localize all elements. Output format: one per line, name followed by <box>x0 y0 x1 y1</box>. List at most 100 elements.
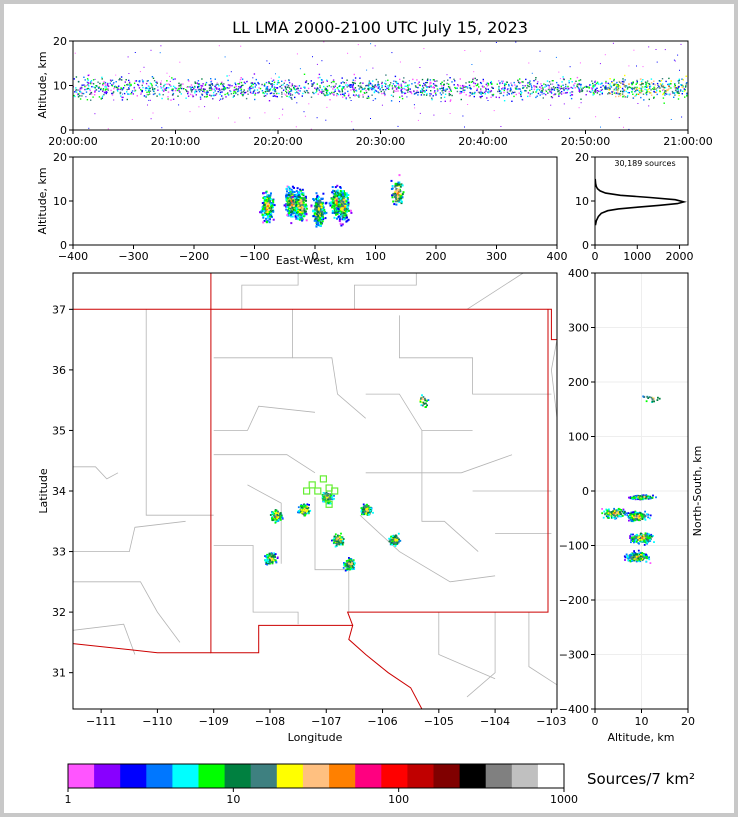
source-point <box>366 504 369 507</box>
source-point <box>331 206 333 209</box>
source-point <box>315 192 318 195</box>
source-point <box>305 207 308 210</box>
source-point <box>459 85 462 87</box>
source-point <box>185 89 187 91</box>
source-point <box>501 88 503 90</box>
source-point <box>377 87 379 89</box>
source-point <box>322 93 325 95</box>
source-point <box>652 83 655 85</box>
source-point <box>219 93 221 95</box>
source-point <box>406 89 408 91</box>
source-point <box>337 534 339 537</box>
source-point <box>273 514 276 517</box>
source-point <box>498 88 500 91</box>
source-point <box>321 79 323 81</box>
source-point <box>315 205 318 208</box>
source-point <box>367 86 370 88</box>
source-point <box>366 513 369 516</box>
source-point <box>325 91 328 94</box>
source-point <box>444 100 446 102</box>
source-point <box>206 90 208 92</box>
source-point <box>310 128 312 130</box>
county-line <box>213 405 316 431</box>
source-point <box>315 91 317 94</box>
source-point <box>444 93 447 95</box>
source-point <box>297 87 299 89</box>
source-point <box>336 87 339 89</box>
source-point <box>363 506 366 509</box>
source-point <box>212 98 214 100</box>
source-point <box>550 96 553 98</box>
source-point <box>589 84 592 86</box>
source-point <box>214 85 217 88</box>
source-point <box>650 82 653 84</box>
source-point <box>291 210 294 213</box>
source-point <box>299 202 302 205</box>
source-point <box>655 49 657 50</box>
source-point <box>305 199 307 202</box>
source-point <box>300 504 303 506</box>
source-point <box>287 186 290 189</box>
source-point <box>252 83 254 86</box>
source-point <box>252 91 255 93</box>
source-point <box>127 83 129 86</box>
source-point <box>530 83 532 85</box>
source-point <box>648 105 650 107</box>
source-point <box>619 86 622 88</box>
source-point <box>345 560 348 562</box>
source-point <box>326 496 329 499</box>
source-point <box>250 92 252 94</box>
source-point <box>333 211 336 214</box>
source-point <box>264 91 267 93</box>
source-point <box>219 91 222 94</box>
source-point <box>139 71 141 73</box>
source-point <box>664 91 666 93</box>
source-point <box>579 62 581 64</box>
source-point <box>265 81 268 84</box>
source-point <box>210 89 212 91</box>
source-point <box>536 90 538 92</box>
source-point <box>371 86 374 88</box>
source-point <box>593 93 595 95</box>
source-point <box>499 82 501 84</box>
source-point <box>297 204 300 207</box>
source-point <box>659 83 662 85</box>
source-point <box>351 560 354 563</box>
source-point <box>240 92 242 95</box>
source-point <box>292 201 295 204</box>
plan-view-map-panel: −111 −110 −109 −108 −107 −106 −105 −104 −1033132… <box>37 272 566 744</box>
source-point <box>294 85 297 88</box>
source-point <box>392 91 395 93</box>
source-point <box>485 83 487 86</box>
source-point <box>109 82 111 84</box>
source-point <box>319 218 321 221</box>
county-line <box>365 393 473 431</box>
source-point <box>296 88 298 90</box>
source-point <box>87 74 89 77</box>
source-point <box>396 192 399 195</box>
source-point <box>337 88 340 91</box>
source-point <box>311 85 313 87</box>
source-point <box>322 216 324 219</box>
source-point <box>305 81 307 83</box>
source-point <box>330 202 333 205</box>
source-point <box>268 89 270 91</box>
source-point <box>178 104 180 106</box>
source-point <box>653 88 655 90</box>
source-point <box>363 88 365 90</box>
source-point <box>357 95 359 97</box>
source-point <box>504 87 506 89</box>
source-point <box>385 89 387 91</box>
source-point <box>496 83 498 85</box>
source-point <box>338 219 341 222</box>
source-point <box>325 88 327 90</box>
source-point <box>337 199 340 202</box>
source-point <box>577 83 580 85</box>
source-point <box>194 81 196 83</box>
source-point <box>386 87 389 90</box>
source-point <box>162 94 164 96</box>
source-point <box>76 93 79 95</box>
source-point <box>318 73 321 76</box>
source-point <box>142 86 144 89</box>
source-point <box>320 214 323 216</box>
